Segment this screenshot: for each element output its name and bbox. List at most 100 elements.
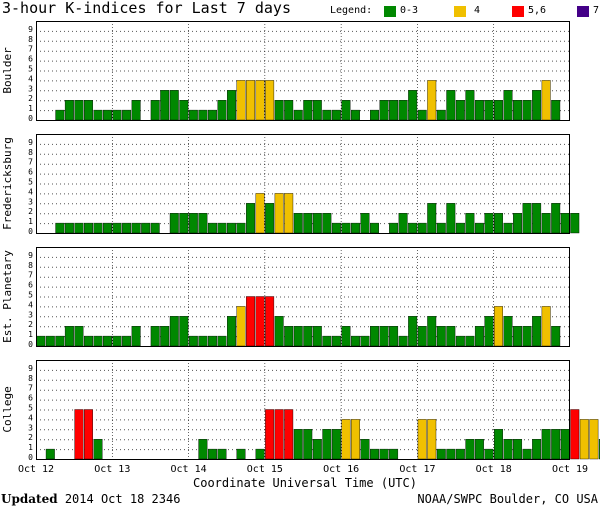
y-tick-label-est-planetary-4: 4 [28,300,33,309]
panel-label-est-planetary: Est. Planetary [1,250,14,343]
y-tick-label-boulder-3: 3 [28,84,33,93]
bar-college-50 [513,439,523,460]
bar-college-1 [45,448,55,460]
legend-text-4: 4 [474,5,481,16]
bar-est-planetary-14 [169,316,179,347]
bar-boulder-16 [188,109,198,121]
legend-text-0-3: 0-3 [400,5,419,16]
bar-est-planetary-54 [551,326,561,347]
bar-fredericksburg-56 [570,212,580,234]
y-tick-label-boulder-2: 2 [28,94,33,103]
bar-est-planetary-19 [217,335,227,347]
bar-fredericksburg-55 [560,212,570,234]
bar-est-planetary-32 [341,326,351,347]
bar-boulder-31 [331,109,341,121]
x-axis-label: Coordinate Universal Time (UTC) [193,476,417,490]
bar-est-planetary-8 [112,335,122,347]
bar-est-planetary-4 [74,326,84,347]
bar-boulder-27 [293,109,303,121]
bar-boulder-49 [503,90,513,121]
bar-college-57 [579,419,589,460]
bar-est-planetary-18 [207,335,217,347]
bar-est-planetary-43 [446,326,456,347]
bar-college-21 [236,448,246,460]
bar-boulder-13 [160,90,170,121]
y-tick-label-boulder-0: 0 [28,114,33,123]
bar-boulder-10 [131,99,141,121]
legend-text-7-9: 7-9 [593,5,600,16]
x-tick-label-oct-17: Oct 17 [399,464,435,475]
bar-boulder-7 [103,109,112,121]
bar-boulder-42 [436,109,446,121]
bar-college-37 [389,448,399,460]
bar-fredericksburg-45 [465,212,475,234]
bar-fredericksburg-39 [408,222,418,234]
bar-college-54 [551,429,561,460]
bar-est-planetary-26 [284,326,294,347]
bar-college-44 [455,448,465,460]
bar-est-planetary-50 [513,326,523,347]
bar-fredericksburg-41 [427,203,437,234]
bar-fredericksburg-15 [179,212,189,234]
bar-est-planetary-21 [236,306,246,347]
bar-college-33 [350,419,360,460]
y-tick-label-est-planetary-2: 2 [28,320,33,329]
bar-college-53 [541,429,551,460]
bar-boulder-30 [322,109,332,121]
bar-college-41 [427,419,437,460]
chart-title: 3-hour K-indices for Last 7 days [2,0,291,17]
y-tick-label-college-7: 7 [28,384,33,393]
bar-college-52 [532,439,542,460]
bar-college-48 [494,429,503,460]
panel-label-college: College [1,386,14,432]
bar-boulder-18 [207,109,217,121]
bar-boulder-19 [217,99,227,121]
bar-fredericksburg-38 [398,212,408,234]
bar-fredericksburg-53 [541,212,551,234]
bar-college-24 [265,409,275,460]
bar-college-35 [370,448,379,460]
bar-fredericksburg-51 [522,203,532,234]
bar-boulder-43 [446,90,456,121]
bar-est-planetary-42 [436,326,446,347]
x-tick-label-oct-12: Oct 12 [18,464,54,475]
bar-fredericksburg-4 [74,222,84,234]
bar-college-34 [360,439,370,460]
bar-college-25 [274,409,284,460]
bar-fredericksburg-20 [227,222,236,234]
bar-est-planetary-0 [36,335,46,347]
y-tick-label-college-1: 1 [28,443,33,452]
bar-est-planetary-34 [360,335,370,347]
y-tick-label-college-9: 9 [28,364,33,373]
y-tick-label-fredericksburg-0: 0 [28,227,33,236]
bar-est-planetary-1 [45,335,55,347]
bar-est-planetary-17 [198,335,208,347]
bar-est-planetary-28 [303,326,313,347]
bar-boulder-54 [551,99,561,121]
panel-frame-boulder [36,21,570,121]
bar-boulder-22 [246,80,256,121]
bar-fredericksburg-54 [551,203,561,234]
bar-boulder-37 [389,99,399,121]
bar-college-17 [198,439,208,460]
bar-est-planetary-37 [389,326,399,347]
bar-college-47 [484,448,494,460]
bar-fredericksburg-33 [350,222,360,234]
bar-est-planetary-33 [350,335,360,347]
y-tick-label-college-8: 8 [28,374,33,383]
bar-est-planetary-44 [455,335,465,347]
bar-fredericksburg-44 [455,222,465,234]
bar-fredericksburg-37 [389,222,399,234]
bar-est-planetary-3 [64,326,74,347]
y-tick-label-boulder-9: 9 [28,25,33,34]
bar-est-planetary-39 [408,316,418,347]
bar-est-planetary-45 [465,335,475,347]
legend-text-5-6: 5,6 [528,5,547,16]
bar-fredericksburg-6 [93,222,103,234]
bar-est-planetary-38 [398,335,408,347]
updated-line: Updated 2014 Oct 18 2346 [1,492,180,506]
y-tick-label-fredericksburg-5: 5 [28,178,33,187]
bar-fredericksburg-30 [322,212,332,234]
bar-college-27 [293,429,303,460]
